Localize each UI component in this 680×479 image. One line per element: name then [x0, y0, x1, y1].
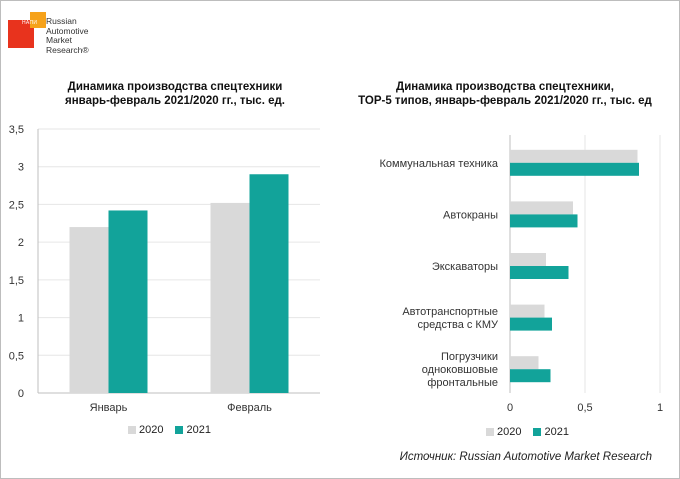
y-tick-label: 1	[18, 313, 24, 325]
y-tick-label: Погрузчики одноковшовые фронтальные	[422, 351, 498, 389]
bar-2020-1	[69, 227, 109, 393]
logo: НАПИ Russian Automotive Market Research®	[8, 8, 118, 68]
bar-2020-5	[510, 356, 539, 370]
x-tick-label: 0	[507, 402, 513, 414]
bar-2020-2	[510, 201, 573, 215]
legend-label-2020: 2020	[139, 424, 164, 436]
bar-2021-1	[510, 162, 639, 176]
logo-orange-square	[30, 12, 46, 28]
left-chart: 0 0,5 1 1,5 2 2,5 3 3,5 Январь Февраль	[9, 124, 320, 414]
y-tick-label: Экскаваторы	[432, 261, 498, 273]
bar-2020-1	[510, 149, 638, 163]
y-tick-label: Автокраны	[443, 209, 498, 221]
bar-2020-3	[510, 253, 546, 266]
bar-2021-2	[249, 174, 289, 393]
y-tick-label: 3,5	[9, 124, 24, 136]
legend-label-2021: 2021	[544, 426, 569, 438]
y-tick-label: 0,5	[9, 350, 24, 362]
y-tick-label: 3	[18, 162, 24, 174]
legend-item-2021: 2021	[533, 426, 569, 438]
y-tick-label: 2	[18, 237, 24, 249]
bar-2021-5	[510, 369, 551, 383]
right-chart-title: Динамика производства спецтехники, ТОР-5…	[358, 81, 652, 107]
left-legend: 2020 2021	[128, 424, 219, 436]
bar-2021-4	[510, 317, 552, 331]
right-legend: 2020 2021	[486, 426, 577, 438]
logo-tag: НАПИ	[22, 20, 38, 26]
y-tick-label: 2,5	[9, 199, 24, 211]
legend-swatch-2021	[533, 428, 542, 436]
x-tick-label: Январь	[90, 402, 128, 414]
left-chart-title: Динамика производства спецтехники январь…	[65, 81, 285, 107]
legend-item-2020: 2020	[128, 424, 163, 436]
x-tick-label: 0,5	[577, 402, 592, 414]
legend-label-2020: 2020	[497, 426, 522, 438]
bar-2020-2	[210, 202, 250, 393]
logo-name: Russian Automotive Market Research®	[46, 16, 89, 55]
bar-2021-2	[510, 214, 578, 228]
bar-2021-3	[510, 266, 569, 279]
bar-2021-1	[108, 210, 148, 393]
y-tick-label: 0	[18, 388, 24, 400]
y-tick-label: Коммунальная техника	[379, 158, 498, 170]
legend-item-2021: 2021	[175, 424, 211, 436]
legend-label-2021: 2021	[186, 424, 211, 436]
right-chart: 0 0,5 1 Коммунальная техника Автокраны Экскав…	[379, 135, 663, 414]
x-tick-label: Февраль	[227, 402, 272, 414]
legend-swatch-2021	[175, 426, 184, 434]
y-tick-label: Автотранспортные средства с КМУ	[402, 306, 499, 331]
legend-item-2020: 2020	[486, 426, 521, 438]
bar-2020-4	[510, 304, 545, 318]
x-tick-label: 1	[657, 402, 663, 414]
logo-red-square	[8, 20, 34, 48]
source-note: Источник: Russian Automotive Market Rese…	[399, 451, 652, 463]
legend-swatch-2020	[128, 426, 136, 434]
legend-swatch-2020	[486, 428, 494, 436]
y-tick-label: 1,5	[9, 275, 24, 287]
